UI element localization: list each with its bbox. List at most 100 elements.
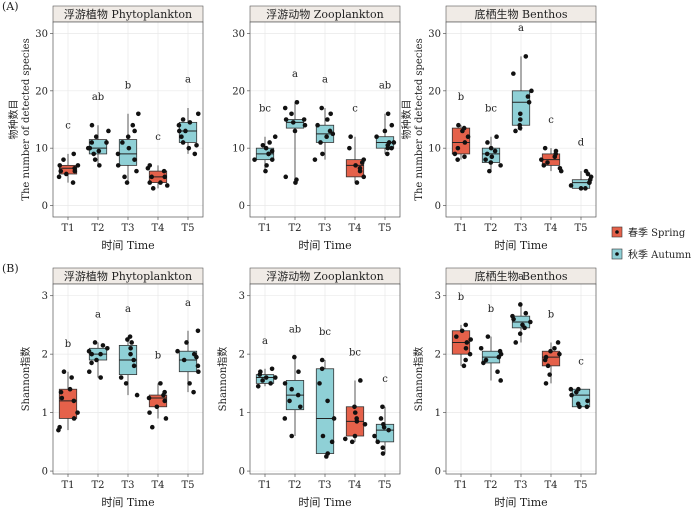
y-tick-label: 10 [428,144,441,155]
data-point [282,105,288,111]
x-tick-label: T2 [484,480,497,491]
data-point [324,134,329,140]
data-point [464,340,470,345]
y-tick-label: 2 [435,350,441,361]
y-tick-label: 3 [435,291,441,302]
data-point [100,343,106,348]
data-point [283,117,289,122]
x-tick-label: T3 [318,480,331,491]
data-point [115,163,121,168]
data-point [154,404,160,410]
data-point [255,384,261,389]
data-point [192,151,198,157]
significance-letter: c [578,356,584,367]
y-tick-label: 0 [435,201,441,212]
x-tick-label: T4 [544,480,557,491]
data-point [258,369,263,374]
data-point [342,436,348,442]
y-axis-label: Shannon指数 [216,347,229,412]
x-tick-label: T1 [61,223,74,234]
panel-5: 底栖生物 Benthos 0 1 2 3 b b a b c T1 T2 T3 T4 T5 时间 Time Sh… [412,267,597,509]
data-point [146,395,152,401]
y-tick-label: 3 [42,291,48,302]
data-point [555,340,561,345]
data-point [330,131,336,137]
data-point [523,310,529,316]
data-point [455,145,461,151]
data-point [187,381,192,386]
data-point [319,105,324,111]
data-point [195,363,201,369]
data-point [301,117,307,122]
data-point [127,334,133,339]
significance-letter: b [458,292,464,303]
data-point [120,140,125,145]
data-point [575,401,581,407]
data-point [576,386,581,392]
data-point [191,351,197,357]
y-axis-label: The number of detected species [21,38,32,200]
data-point [331,416,337,421]
x-axis-label: 时间 Time [298,496,351,509]
data-point [380,404,385,410]
y-tick-label: 10 [35,144,48,155]
significance-letter: bc [485,103,497,114]
significance-letter: a [125,304,131,315]
data-point [191,389,196,395]
data-point [147,163,153,168]
data-point [125,134,131,140]
data-point [511,71,516,76]
data-point [487,168,492,174]
data-point [177,128,182,134]
data-point [175,348,180,354]
data-point [69,375,74,380]
data-point [526,99,532,105]
data-point [541,163,547,168]
data-point [267,140,272,145]
data-point [104,140,109,145]
data-point [348,134,353,140]
data-point [520,322,525,328]
data-point [181,357,187,363]
data-point [483,157,488,162]
data-point [329,439,335,445]
x-axis-label: 时间 Time [101,239,154,252]
data-point [525,94,531,99]
data-point [548,348,553,354]
panel-title: 浮游植物 Phytoplankton [64,7,192,21]
data-point [478,346,484,351]
data-point [459,328,465,334]
data-point [372,433,377,439]
x-tick-label: T5 [181,223,194,234]
data-point [352,433,358,439]
y-tick-label: 20 [232,86,245,97]
data-point [545,363,551,369]
data-point [130,122,136,128]
data-point [543,381,549,386]
data-point [542,145,548,151]
x-axis-label: 时间 Time [298,239,351,252]
x-tick-label: T2 [288,480,301,491]
data-point [298,404,303,410]
data-point [553,148,559,154]
data-point [134,392,140,398]
data-point [61,157,66,162]
significance-letter: c [548,115,554,126]
data-point [290,120,296,125]
significance-letter: ab [92,92,104,103]
data-point [492,148,498,154]
data-point [263,375,269,380]
data-point [132,157,137,162]
data-point [465,134,471,140]
data-point [381,422,386,427]
data-point [328,111,333,117]
data-point [89,122,95,128]
data-point [452,151,458,157]
data-point [122,174,127,180]
x-tick-label: T4 [151,480,164,491]
data-point [317,381,322,386]
significance-letter: bc [259,103,271,114]
data-point [354,180,360,185]
legend-key-autumn-dot [615,252,619,256]
data-point [494,134,499,140]
